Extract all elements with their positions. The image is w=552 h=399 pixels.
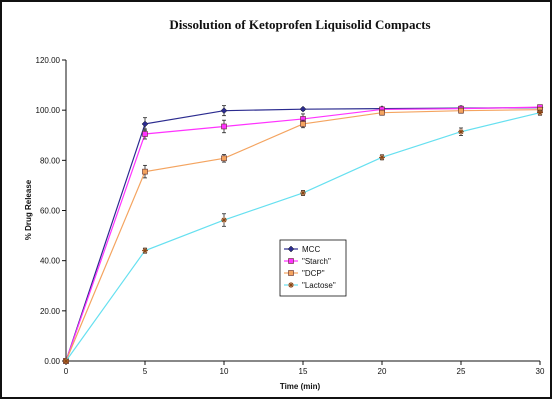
legend-label: "DCP": [302, 269, 325, 278]
legend-swatch-marker: [288, 282, 294, 288]
x-tick-label: 10: [220, 367, 229, 376]
data-point: [142, 247, 148, 254]
y-tick-label: 60.00: [40, 207, 61, 216]
data-point: [221, 155, 227, 162]
y-tick-label: 40.00: [40, 257, 61, 266]
y-axis-title: % Drug Release: [24, 179, 33, 240]
legend-item: "DCP": [284, 269, 325, 278]
data-point: [300, 189, 306, 196]
y-tick-label: 0.00: [44, 357, 60, 366]
data-point: [300, 121, 306, 127]
series-3: [63, 109, 543, 364]
data-point: [537, 109, 543, 116]
series-2: [63, 106, 543, 364]
legend-swatch-marker: [287, 245, 295, 253]
legend-item: MCC: [284, 245, 320, 254]
x-tick-label: 25: [457, 367, 466, 376]
data-point: [299, 105, 307, 113]
legend: MCC "Starch" "DCP" "Lactose": [279, 239, 347, 297]
data-point: [221, 123, 227, 130]
x-tick-label: 0: [64, 367, 69, 376]
data-point: [458, 107, 464, 114]
data-point: [142, 131, 148, 137]
data-point: [379, 154, 385, 161]
y-tick-label: 120.00: [36, 56, 61, 65]
legend-label: "Starch": [302, 257, 331, 266]
x-axis-title: Time (min): [280, 382, 321, 391]
data-point: [220, 107, 228, 115]
legend-item: "Starch": [284, 257, 331, 266]
chart-title: Dissolution of Ketoprofen Liquisolid Com…: [169, 17, 430, 32]
y-tick-label: 100.00: [36, 106, 61, 115]
x-tick-label: 30: [536, 367, 545, 376]
data-point: [141, 120, 149, 128]
x-tick-label: 15: [299, 367, 308, 376]
series-line: [65, 106, 541, 362]
data-point: [221, 217, 227, 224]
data-point: [142, 168, 148, 175]
series-1: [63, 104, 543, 364]
series-line: [65, 107, 541, 362]
series-line: [65, 112, 541, 362]
data-point: [379, 109, 385, 116]
y-tick-label: 20.00: [40, 307, 61, 316]
series-0: [62, 104, 544, 365]
data-point: [458, 128, 464, 135]
legend-swatch-marker: [288, 270, 294, 276]
axes: 0.00 20.00 40.00 60.00 80.00 100.00 120.00 0 5 10…: [36, 56, 545, 376]
y-tick-label: 80.00: [40, 156, 61, 165]
x-tick-label: 20: [378, 367, 387, 376]
legend-swatch-marker: [288, 258, 294, 264]
legend-label: "Lactose": [302, 281, 336, 290]
series-layer: [62, 104, 544, 365]
legend-label: MCC: [302, 245, 320, 254]
data-point: [63, 358, 69, 364]
x-tick-label: 5: [143, 367, 148, 376]
legend-item: "Lactose": [284, 281, 336, 290]
